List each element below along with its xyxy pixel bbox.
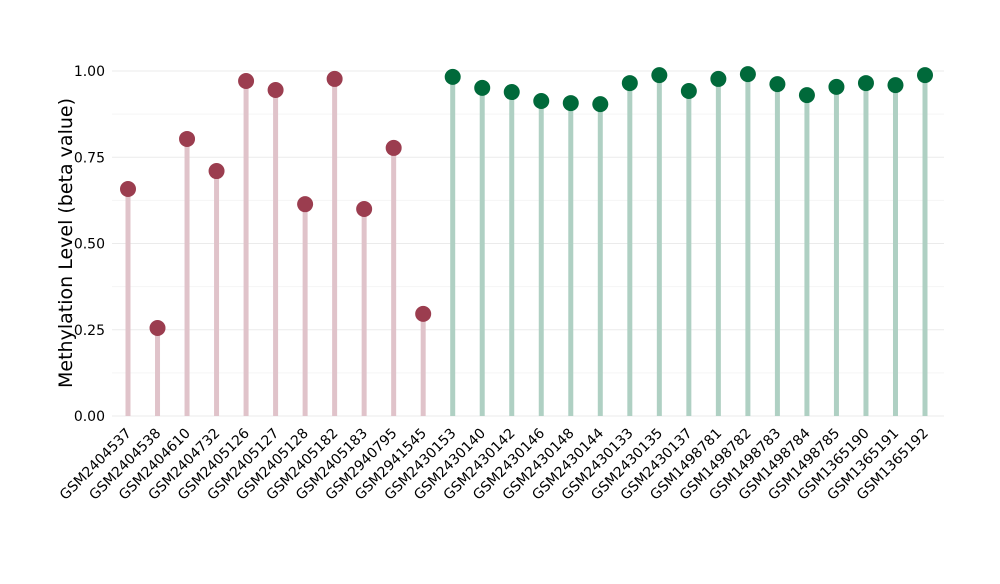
lollipop-dot [208,163,225,180]
lollipop-dot [621,75,638,92]
y-tick-label: 1.00 [74,64,105,80]
lollipop-dot [533,93,550,110]
lollipop-dot [297,196,314,213]
y-tick-label: 0.00 [74,409,105,425]
lollipop-dot [887,77,904,94]
y-axis-label: Methylation Level (beta value) [55,98,77,388]
lollipop-dot [680,83,697,100]
lollipop-dot [651,67,668,84]
lollipop-dot [149,320,166,337]
x-axis-ticks: GSM2404537GSM2404538GSM2404610GSM2404732… [57,425,932,503]
grid-lines [112,70,944,417]
lollipop-dot [917,67,933,84]
lollipop-dot [267,81,284,98]
lollipop-dot [828,78,845,95]
lollipop-dot [326,70,343,87]
y-tick-label: 0.50 [74,237,105,253]
lollipop-dot [415,305,432,322]
lollipop-dot [592,96,609,113]
lollipop-dot [857,75,874,92]
lollipop-dot [444,68,461,85]
lollipop-dot [769,76,786,93]
lollipop-dot [474,79,491,96]
lollipop-dot [356,201,373,217]
y-tick-label: 0.75 [74,150,105,166]
lollipop-dot [710,70,727,87]
lollipop-dot [503,84,520,101]
y-axis-ticks: 0.00 0.25 0.50 0.75 1.00 [74,64,105,425]
lollipop-dot [179,130,196,147]
lollipop-dot [120,180,136,197]
lollipop-dot [238,73,255,90]
lollipop-dot [739,66,756,83]
lollipop-dot [562,95,579,112]
data-marks [120,66,933,416]
y-tick-label: 0.25 [74,323,105,339]
lollipop-dot [798,87,815,104]
lollipop-dot [385,139,402,156]
